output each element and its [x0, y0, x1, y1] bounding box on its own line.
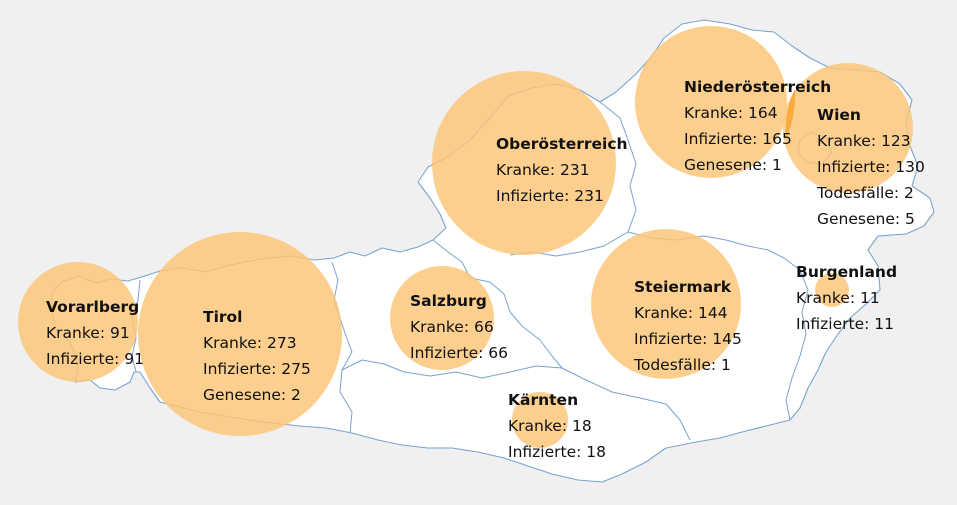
bubble-niederoesterreich	[635, 26, 787, 178]
region-labels: Vorarlberg Kranke: 91 Infizierte: 91 Tirol K…	[46, 78, 925, 461]
border-tirol-osttirol	[339, 369, 353, 434]
stat-steiermark-infizierte: Infizierte: 145	[634, 330, 742, 348]
case-bubbles	[18, 26, 913, 448]
region-name-niederoesterreich: Niederösterreich	[684, 78, 831, 96]
region-name-steiermark: Steiermark	[634, 278, 732, 296]
bubble-wien	[783, 63, 913, 193]
stat-salzburg-infizierte: Infizierte: 66	[410, 344, 508, 362]
border-burgenland	[783, 257, 809, 421]
stat-oberoesterreich-infizierte: Infizierte: 231	[496, 187, 604, 205]
stat-tirol-genesene: Genesene: 2	[203, 386, 301, 404]
stat-wien-infizierte: Infizierte: 130	[817, 158, 925, 176]
border-salzburg-kaernten	[341, 359, 563, 379]
border-salzburg-oberoesterreich	[432, 239, 523, 327]
stat-steiermark-todesfälle: Todesfälle: 1	[633, 356, 731, 374]
stat-niederoesterreich-infizierte: Infizierte: 165	[684, 130, 792, 148]
border-salzburg-steiermark	[521, 325, 563, 369]
stat-burgenland-kranke: Kranke: 11	[796, 289, 880, 307]
stat-salzburg-kranke: Kranke: 66	[410, 318, 494, 336]
stat-kaernten-infizierte: Infizierte: 18	[508, 443, 606, 461]
region-name-burgenland: Burgenland	[796, 263, 897, 281]
region-name-kaernten: Kärnten	[508, 391, 578, 409]
stat-niederoesterreich-kranke: Kranke: 164	[684, 104, 778, 122]
bubble-vorarlberg	[18, 262, 138, 382]
stat-tirol-infizierte: Infizierte: 275	[203, 360, 311, 378]
bubble-salzburg	[390, 266, 494, 370]
bubble-tirol	[138, 232, 342, 436]
stat-oberoesterreich-kranke: Kranke: 231	[496, 161, 590, 179]
border-kaernten-steiermark	[561, 367, 691, 441]
border-oberoesterreich-niederoesterreich	[599, 101, 637, 233]
stat-wien-genesene: Genesene: 5	[817, 210, 915, 228]
stat-burgenland-infizierte: Infizierte: 11	[796, 315, 894, 333]
stat-vorarlberg-infizierte: Infizierte: 91	[46, 350, 144, 368]
region-name-tirol: Tirol	[203, 308, 243, 326]
stat-vorarlberg-kranke: Kranke: 91	[46, 324, 130, 342]
bubble-steiermark	[591, 229, 741, 379]
region-name-vorarlberg: Vorarlberg	[46, 298, 139, 316]
stat-tirol-kranke: Kranke: 273	[203, 334, 297, 352]
stat-kaernten-kranke: Kranke: 18	[508, 417, 592, 435]
region-name-oberoesterreich: Oberösterreich	[496, 135, 628, 153]
bubble-burgenland	[815, 273, 849, 307]
stat-steiermark-kranke: Kranke: 144	[634, 304, 728, 322]
bubble-overlap-niederoesterreich-wien	[785, 89, 796, 138]
stat-wien-kranke: Kranke: 123	[817, 132, 911, 150]
region-name-salzburg: Salzburg	[410, 292, 487, 310]
stat-wien-todesfälle: Todesfälle: 2	[816, 184, 914, 202]
region-name-wien: Wien	[817, 106, 861, 124]
stat-niederoesterreich-genesene: Genesene: 1	[684, 156, 782, 174]
bubble-kaernten	[512, 392, 568, 448]
bubble-oberoesterreich	[432, 71, 616, 255]
